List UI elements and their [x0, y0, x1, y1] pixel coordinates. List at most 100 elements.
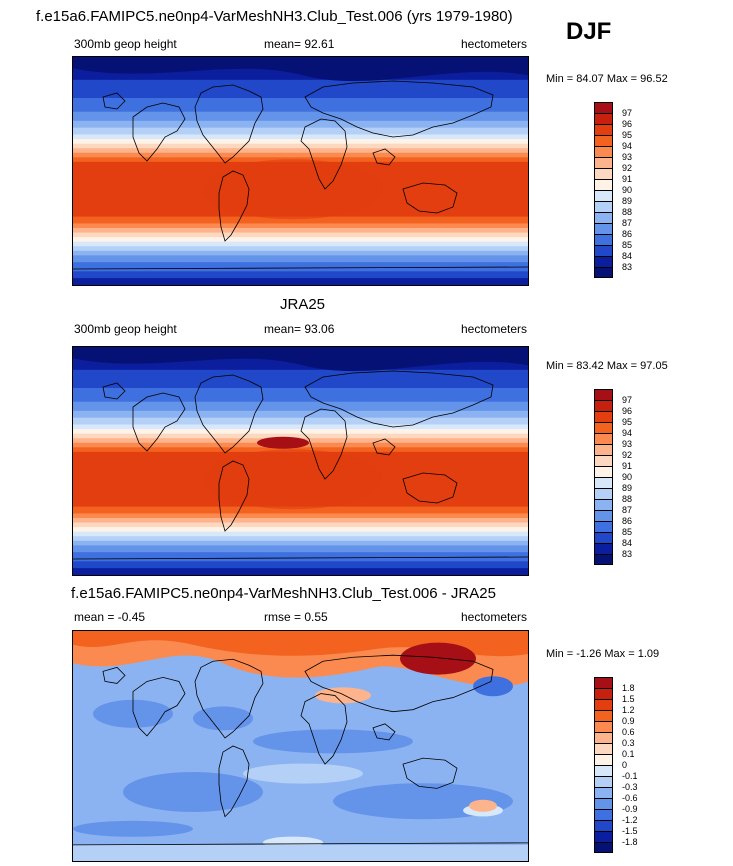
contour-band: [73, 631, 528, 657]
coastline: [304, 80, 494, 138]
contour-band: [469, 799, 497, 812]
colorbar-tick-label: 1.5: [622, 694, 635, 704]
colorbar-tick-label: 85: [622, 527, 633, 537]
colorbar-swatch: [594, 466, 613, 477]
height-map-jra25: [72, 346, 529, 576]
contour-band: [73, 844, 528, 861]
colorbar-swatch: [594, 179, 613, 190]
colorbar-swatch: [594, 699, 613, 710]
contour-band: [183, 816, 423, 837]
colorbar-swatch: [594, 732, 613, 743]
coastline: [402, 182, 458, 214]
colorbar-tick-label: 89: [622, 196, 633, 206]
colorbar-swatch: [594, 488, 613, 499]
colorbar-tick-label: 83: [622, 549, 633, 559]
colorbar-swatch: [594, 710, 613, 721]
panel-title: f.e15a6.FAMIPC5.ne0np4-VarMeshNH3.Club_T…: [71, 585, 496, 602]
min-max-label: Min = -1.26 Max = 1.09: [546, 648, 660, 660]
figure-title: f.e15a6.FAMIPC5.ne0np4-VarMeshNH3.Club_T…: [36, 8, 513, 25]
coastline: [372, 723, 396, 741]
mean-label: mean= 93.06: [264, 322, 335, 336]
min-max-label: Min = 84.07 Max = 96.52: [546, 73, 668, 85]
colorbar-swatch: [594, 157, 613, 168]
max-contour: [400, 642, 476, 675]
height-map-model: [72, 56, 529, 286]
coastline: [372, 438, 396, 456]
contour-band: [73, 278, 528, 285]
colorbar-swatch: [594, 477, 613, 488]
panel-title: JRA25: [280, 296, 326, 313]
contour-band: [315, 687, 371, 704]
colorbar-swatch: [594, 743, 613, 754]
coastline: [402, 757, 458, 789]
coastline: [218, 460, 250, 532]
coastline: [372, 148, 396, 166]
colorbar-swatch: [594, 842, 613, 853]
contour-band: [73, 568, 528, 575]
colorbar-swatch: [594, 433, 613, 444]
colorbar-swatch: [594, 245, 613, 256]
coastline: [304, 654, 494, 713]
colorbar-tick-label: 87: [622, 505, 633, 515]
colorbar-swatch: [594, 389, 613, 400]
mean-label: mean= 92.61: [264, 37, 335, 51]
colorbar-swatch: [594, 422, 613, 433]
contour-band: [193, 706, 253, 731]
difference-map: [72, 630, 529, 862]
max-contour: [257, 436, 309, 449]
contour-band: [93, 699, 173, 728]
colorbar-swatch: [594, 765, 613, 776]
coastline: [132, 102, 186, 162]
colorbar-swatch: [594, 135, 613, 146]
colorbar-tick-label: 90: [622, 472, 633, 482]
colorbar-tick-label: -1.8: [622, 837, 638, 847]
colorbar-tick-label: -0.1: [622, 771, 638, 781]
colorbar-tick-label: 86: [622, 516, 633, 526]
colorbar-tick-label: 86: [622, 229, 633, 239]
variable-label: 300mb geop height: [74, 37, 177, 51]
colorbar-swatch: [594, 168, 613, 179]
units-label: hectometers: [461, 322, 528, 336]
colorbar-swatch: [594, 444, 613, 455]
colorbar-swatch: [594, 809, 613, 820]
colorbar-swatch: [594, 411, 613, 422]
colorbar-swatch: [594, 102, 613, 113]
colorbar-swatch: [594, 455, 613, 466]
colorbar-swatch: [594, 234, 613, 245]
contour-band: [73, 820, 193, 837]
colorbar-swatch: [594, 754, 613, 765]
contour-band: [473, 676, 513, 697]
colorbar-swatch: [594, 798, 613, 809]
colorbar-swatch: [594, 267, 613, 278]
colorbar-tick-label: 95: [622, 417, 633, 427]
mean-label: mean = -0.45: [74, 610, 146, 624]
colorbar-swatch: [594, 677, 613, 688]
colorbar-tick-label: -0.3: [622, 782, 638, 792]
min-max-label: Min = 83.42 Max = 97.05: [546, 360, 668, 372]
colorbar-swatch: [594, 532, 613, 543]
contour-band: [253, 729, 413, 754]
colorbar-tick-label: 93: [622, 152, 633, 162]
coastlines: [73, 80, 528, 270]
colorbar: 1.8 1.5 1.2 0.9 0.6 0.3 0.1 0 -0.1 -0.3 -0.6 -0.9 -1…: [594, 677, 638, 853]
colorbar-swatch: [594, 521, 613, 532]
coastline: [132, 392, 186, 452]
contour-band: [203, 449, 383, 510]
coastline: [218, 170, 250, 242]
coastline: [73, 842, 528, 846]
colorbar-swatch: [594, 787, 613, 798]
coastline: [402, 472, 458, 504]
colorbar-swatch: [594, 776, 613, 787]
units-label: hectometers: [461, 610, 528, 624]
variable-label: 300mb geop height: [74, 322, 177, 336]
colorbar-swatch: [594, 190, 613, 201]
colorbar-tick-label: 0.6: [622, 727, 635, 737]
colorbar-tick-label: 87: [622, 218, 633, 228]
colorbar-tick-label: 88: [622, 207, 633, 217]
coastline: [218, 745, 250, 818]
coastlines: [73, 654, 528, 846]
colorbar-swatch: [594, 688, 613, 699]
colorbar-tick-label: 91: [622, 174, 633, 184]
colorbar-tick-label: 97: [622, 108, 633, 118]
colorbar-swatch: [594, 146, 613, 157]
